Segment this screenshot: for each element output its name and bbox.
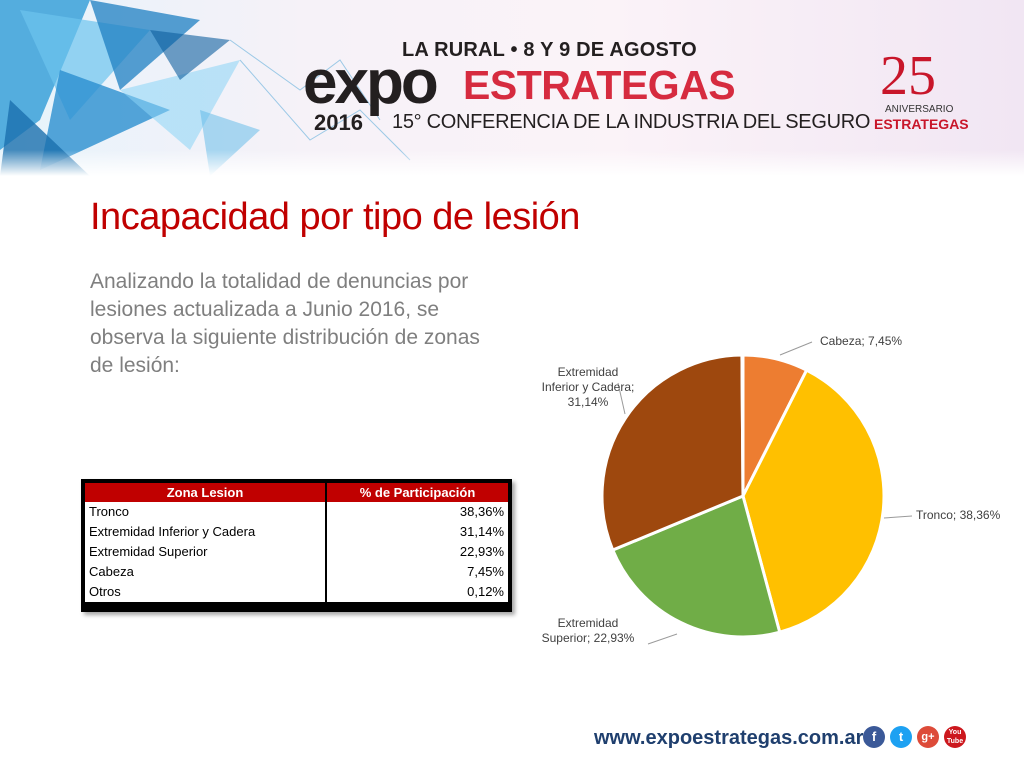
brand-estrategas-text: ESTRATEGAS [463,62,736,108]
anniversary-label: ANIVERSARIO [885,104,954,115]
zone-cell: Extremidad Inferior y Cadera [85,522,327,542]
injury-pie-chart: Cabeza; 7,45% Tronco; 38,36% Extremidad Sup… [542,334,1001,645]
brand-expo-text: expo [303,48,439,117]
header-banner: LA RURAL • 8 Y 9 DE AGOSTO expo ESTRATEG… [0,0,1024,176]
facebook-icon[interactable]: f [863,726,885,748]
percent-cell: 0,12% [326,582,508,602]
leader-line [883,515,913,519]
leader-line [617,382,626,415]
zone-cell: Extremidad Superior [85,542,327,562]
table-row: Cabeza 7,45% [85,562,508,582]
conference-subtitle: 15° CONFERENCIA DE LA INDUSTRIA DEL SEGU… [392,111,871,133]
pie-slice-extremidad-superior [610,493,782,639]
zone-cell: Tronco [85,502,327,522]
anniversary-number: 25 [880,45,936,107]
table-header-row: Zona Lesion % de Participación [85,483,508,502]
table-row: Otros 0,12% [85,582,508,602]
data-label: Cabeza; 7,45% [820,334,902,348]
youtube-icon[interactable]: You Tube [944,726,966,748]
intro-paragraph: Analizando la totalidad de denuncias por… [90,270,480,377]
pie-slice-tronco [741,368,886,634]
pie-slice-otros [740,353,745,497]
injury-zone-table: Zona Lesion % de Participación Tronco 38… [81,479,512,612]
pie-slice-extremidad-inferior-y-cadera [600,353,745,553]
google-plus-icon[interactable]: g+ [917,726,939,748]
data-label: Extremidad Inferior y Cadera; 31,14% [542,365,635,409]
leader-line [779,341,813,356]
polygon-art-decoration [0,0,411,176]
slide-title: Incapacidad por tipo de lesión [90,196,580,238]
banner-fade [0,150,1024,176]
percent-cell: 31,14% [326,522,508,542]
anniversary-brand: ESTRATEGAS [874,116,969,132]
percent-cell: 22,93% [326,542,508,562]
table-row: Extremidad Inferior y Cadera 31,14% [85,522,508,542]
table-row: Extremidad Superior 22,93% [85,542,508,562]
data-label: Tronco; 38,36% [916,508,1001,522]
percent-cell: 7,45% [326,562,508,582]
data-label: Extremidad Superior; 22,93% [542,616,635,645]
event-year: 2016 [314,110,363,135]
column-header-percent: % de Participación [326,483,508,502]
column-header-zone: Zona Lesion [85,483,327,502]
twitter-icon[interactable]: t [890,726,912,748]
percent-cell: 38,36% [326,502,508,522]
event-date-line: LA RURAL • 8 Y 9 DE AGOSTO [402,39,697,61]
zone-cell: Cabeza [85,562,327,582]
zone-cell: Otros [85,582,327,602]
leader-line [647,633,678,645]
website-link[interactable]: www.expoestrategas.com.ar [594,727,864,749]
table-row: Tronco 38,36% [85,502,508,522]
